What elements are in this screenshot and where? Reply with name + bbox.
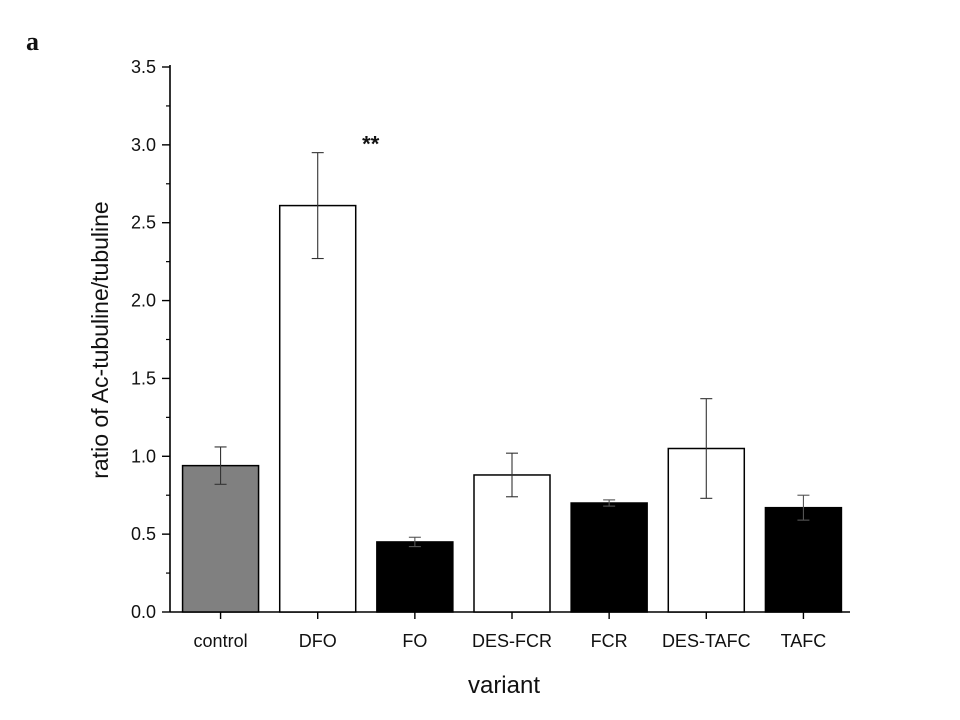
panel-letter: a (26, 27, 39, 56)
x-tick-label: FCR (591, 631, 628, 651)
x-tick-label: TAFC (781, 631, 827, 651)
y-tick-label: 3.5 (131, 57, 156, 77)
bar-des-fcr (473, 474, 551, 613)
x-tick-label: FO (402, 631, 427, 651)
bar-control (181, 464, 260, 613)
bar-dfo (278, 204, 357, 613)
plot-area: 0.0 0.5 1.0 1.5 2.0 2.5 3.0 3.5 control DFO FO DES-… (131, 57, 850, 651)
x-tick-label: DES-TAFC (662, 631, 751, 651)
y-axis-label: ratio of Ac-tubuline/tubuline (87, 201, 113, 478)
bar-fo (376, 541, 454, 613)
y-tick-label: 0.0 (131, 602, 156, 622)
bar-tafc (764, 506, 843, 613)
y-tick-label: 2.5 (131, 213, 156, 233)
y-tick-label: 1.5 (131, 368, 156, 388)
x-axis-label: variant (468, 672, 540, 699)
x-tick-label: DFO (299, 631, 337, 651)
y-tick-label: 1.0 (131, 446, 156, 466)
bar-fcr (570, 502, 648, 613)
y-tick-label: 2.0 (131, 291, 156, 311)
y-tick-label: 0.5 (131, 524, 156, 544)
x-tick-label: control (194, 631, 248, 651)
x-tick-label: DES-FCR (472, 631, 552, 651)
y-tick-label: 3.0 (131, 135, 156, 155)
significance-annotation: ** (362, 132, 380, 157)
